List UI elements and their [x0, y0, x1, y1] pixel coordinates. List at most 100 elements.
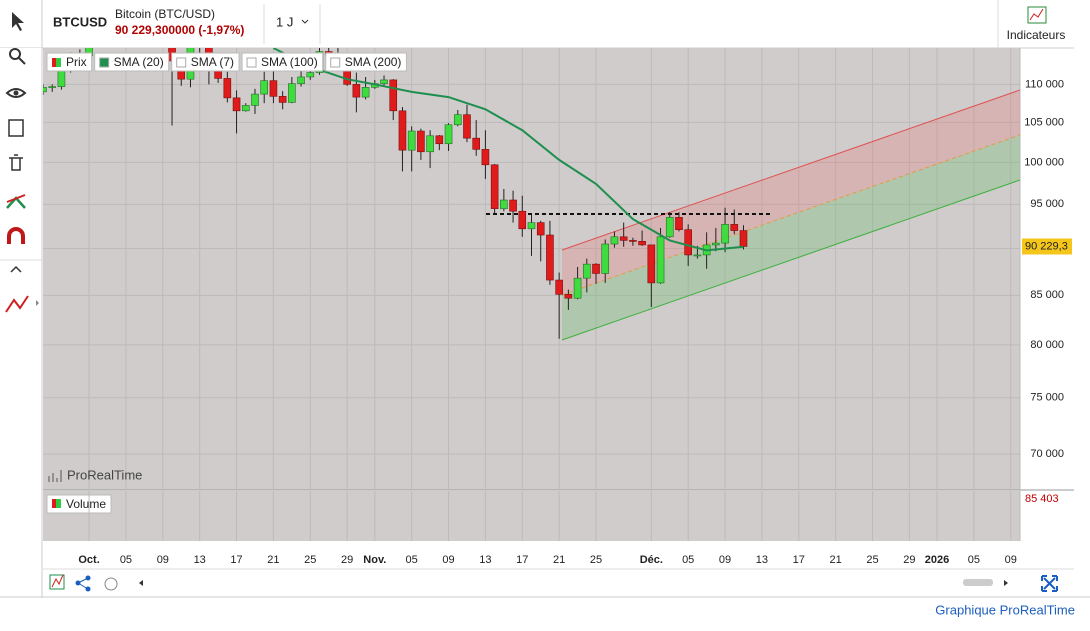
toolbar — [0, 48, 42, 598]
candle-body — [472, 137, 480, 150]
candle-body — [241, 105, 250, 112]
candle-body — [619, 236, 628, 241]
candle-body — [407, 130, 416, 151]
legend-swatch — [246, 57, 257, 68]
x-tick-label: 25 — [304, 554, 316, 566]
header — [0, 0, 1090, 48]
candle-body — [232, 97, 241, 112]
x-tick-label: 09 — [442, 554, 454, 566]
draw-tool[interactable] — [5, 295, 29, 313]
indicators-icon[interactable] — [1027, 6, 1047, 24]
x-tick-label: 21 — [830, 554, 842, 566]
candle-body — [730, 224, 739, 231]
candle-body — [573, 277, 582, 299]
candle-body — [610, 236, 619, 245]
x-tick-label: 05 — [968, 554, 980, 566]
candle-body — [251, 93, 259, 106]
candle-body — [426, 135, 434, 153]
bottom-tools[interactable] — [49, 574, 118, 592]
y-tick-label: 95 000 — [1030, 198, 1064, 210]
candle-body — [481, 149, 490, 166]
legend-chip[interactable] — [171, 52, 240, 72]
legend-chip[interactable] — [94, 52, 170, 72]
volume-chip[interactable] — [46, 494, 112, 514]
legend-label: SMA (100) — [261, 55, 318, 69]
x-tick-label: 05 — [406, 554, 418, 566]
x-tick-label: 13 — [194, 554, 206, 566]
candle-body — [278, 96, 287, 103]
x-tick-label: 09 — [719, 554, 731, 566]
legend-swatch — [330, 57, 341, 68]
x-tick-label: 05 — [682, 554, 694, 566]
candle-body — [527, 222, 536, 230]
scroll-left[interactable] — [139, 580, 143, 586]
candle-body — [444, 124, 453, 145]
candle-body — [297, 76, 305, 84]
candle-body — [509, 199, 517, 212]
candle-body — [417, 130, 425, 153]
y-tick-label: 75 000 — [1030, 392, 1064, 404]
candle-body — [536, 222, 545, 236]
candle-body — [57, 68, 66, 87]
x-tick-label: Déc. — [640, 554, 663, 566]
interval[interactable]: 1 J — [276, 14, 293, 29]
instrument-name: Bitcoin (BTC/USD) — [115, 7, 215, 21]
x-tick-label: 09 — [1005, 554, 1017, 566]
y-tick-label: 100 000 — [1024, 156, 1064, 168]
candle-body — [564, 294, 573, 299]
legend-label: SMA (7) — [191, 55, 234, 69]
candle-body — [435, 135, 444, 145]
x-tick-label: 05 — [120, 554, 132, 566]
candle-body — [398, 110, 407, 151]
candle-body — [500, 199, 508, 209]
cursor-tool[interactable] — [12, 12, 24, 31]
volume-label: Volume — [66, 497, 106, 511]
x-tick-label: 17 — [793, 554, 805, 566]
candle-body — [601, 243, 610, 274]
candle-body — [43, 87, 47, 93]
x-tick-label: 29 — [341, 554, 353, 566]
copy-tool[interactable] — [8, 119, 24, 137]
candle-body — [361, 87, 370, 98]
x-tick-label: 2026 — [925, 554, 949, 566]
legend-chip[interactable] — [325, 52, 407, 72]
collapse[interactable] — [10, 265, 22, 273]
candle-body — [518, 210, 527, 230]
candle-body — [380, 79, 388, 84]
fullscreen[interactable] — [1041, 575, 1058, 592]
candle-body — [555, 279, 563, 295]
legend-label: SMA (20) — [114, 55, 164, 69]
watermark: ProRealTime — [67, 467, 142, 482]
quote: 90 229,300000 (-1,97%) — [115, 23, 244, 37]
indicators-button[interactable]: Indicateurs — [1007, 28, 1066, 42]
x-tick-label: 25 — [590, 554, 602, 566]
magnet-tool[interactable] — [7, 227, 25, 244]
x-tick-label: 13 — [479, 554, 491, 566]
scrollbar[interactable] — [963, 579, 993, 586]
x-tick-label: 21 — [267, 554, 279, 566]
candle-body — [269, 80, 278, 97]
candle-body — [721, 224, 729, 244]
candle-body — [453, 114, 462, 126]
symbol[interactable]: BTCUSD — [53, 14, 107, 29]
legend-chip[interactable] — [241, 52, 324, 72]
candle-body — [389, 79, 398, 112]
candle-body — [638, 241, 646, 246]
candle-body — [48, 86, 57, 88]
scroll-right[interactable] — [1004, 580, 1008, 586]
candle-body — [223, 78, 232, 99]
eye-tool[interactable] — [5, 88, 27, 98]
y-tick-label: 70 000 — [1030, 448, 1064, 460]
channel-drawing — [486, 89, 1020, 341]
footer-link[interactable]: Graphique ProRealTime — [935, 602, 1075, 617]
legend-swatch — [52, 58, 56, 67]
x-tick-label: 29 — [903, 554, 915, 566]
legend-swatch — [52, 58, 61, 67]
zoom-tool[interactable] — [9, 48, 26, 65]
delete-tool[interactable] — [9, 154, 23, 171]
y-tick-label: 85 000 — [1030, 289, 1064, 301]
candle-body — [712, 242, 720, 246]
sma-line — [272, 48, 744, 252]
candle-body — [288, 83, 296, 103]
